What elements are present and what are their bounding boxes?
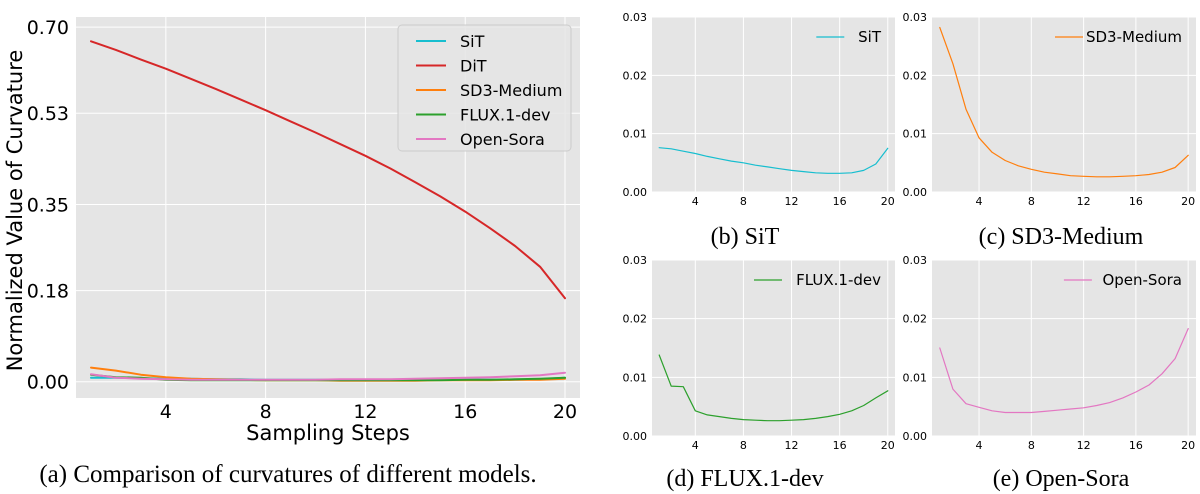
x-tick-label: 20 <box>553 401 577 423</box>
y-tick-label: 0.18 <box>27 280 69 302</box>
y-tick-label: 0.03 <box>623 11 648 24</box>
y-tick-label: 0.01 <box>903 371 928 384</box>
x-tick-label: 4 <box>692 439 699 452</box>
y-tick-label: 0.02 <box>623 313 648 326</box>
figure-caption: (a) Comparison of curvatures of differen… <box>39 461 536 488</box>
y-tick-label: 0.70 <box>27 17 69 39</box>
x-tick-label: 8 <box>260 401 272 423</box>
y-axis-label: Normalized Value of Curvature <box>3 50 27 372</box>
y-tick-label: 0.03 <box>903 254 928 267</box>
x-tick-label: 4 <box>976 195 983 208</box>
legend-label: SD3-Medium <box>460 81 562 100</box>
y-tick-label: 0.53 <box>27 103 69 125</box>
figure-caption: (b) SiT <box>711 224 780 250</box>
y-tick-label: 0.03 <box>903 11 928 24</box>
chart-e: 4 8 12 16 20 0.00 0.01 0.02 0.03 Open-Sora (e) Ope… <box>903 254 1197 492</box>
y-tick-label: 0.00 <box>27 372 69 394</box>
y-tick-label: 0.01 <box>903 128 928 141</box>
x-tick-label: 16 <box>453 401 477 423</box>
y-tick-label: 0.00 <box>623 186 648 199</box>
x-tick-label: 4 <box>160 401 172 423</box>
x-tick-label: 8 <box>1028 195 1035 208</box>
x-tick-label: 12 <box>785 195 799 208</box>
figure-caption: (e) Open-Sora <box>993 466 1130 492</box>
legend-label: FLUX.1-dev <box>460 106 551 125</box>
x-tick-label: 12 <box>1077 195 1091 208</box>
x-tick-label: 4 <box>692 195 699 208</box>
x-tick-label: 16 <box>833 195 847 208</box>
y-tick-label: 0.02 <box>903 69 928 82</box>
chart-b: 4 8 12 16 20 0.00 0.01 0.02 0.03 SiT (b) SiT <box>623 11 896 250</box>
x-tick-label: 20 <box>1181 195 1195 208</box>
y-tick-label: 0.00 <box>903 186 928 199</box>
x-tick-label: 8 <box>1028 439 1035 452</box>
y-tick-label: 0.00 <box>903 430 928 443</box>
x-tick-label: 16 <box>833 439 847 452</box>
y-tick-label: 0.01 <box>623 371 648 384</box>
y-tick-label: 0.35 <box>27 194 69 216</box>
chart-d: 4 8 12 16 20 0.00 0.01 0.02 0.03 FLUX.1-dev (d) FL… <box>623 254 896 492</box>
figure-caption: (c) SD3-Medium <box>979 224 1144 250</box>
legend-label: Open-Sora <box>1102 271 1182 289</box>
x-tick-label: 4 <box>976 439 983 452</box>
x-tick-label: 8 <box>740 439 747 452</box>
y-tick-label: 0.00 <box>623 430 648 443</box>
y-tick-label: 0.02 <box>623 69 648 82</box>
legend-label: SiT <box>460 32 485 51</box>
x-tick-label: 20 <box>1181 439 1195 452</box>
x-tick-label: 20 <box>881 439 895 452</box>
figure-caption: (d) FLUX.1-dev <box>666 466 823 492</box>
x-tick-label: 16 <box>1129 439 1143 452</box>
x-tick-label: 8 <box>740 195 747 208</box>
y-tick-label: 0.01 <box>623 128 648 141</box>
legend-label: FLUX.1-dev <box>796 271 881 289</box>
legend-label: SD3-Medium <box>1086 28 1182 46</box>
legend-label: SiT <box>858 28 882 46</box>
x-tick-label: 20 <box>881 195 895 208</box>
legend-label: Open-Sora <box>460 130 545 149</box>
y-tick-label: 0.03 <box>623 254 648 267</box>
legend-label: DiT <box>460 57 487 76</box>
x-axis-label: Sampling Steps <box>246 421 410 445</box>
x-tick-label: 16 <box>1129 195 1143 208</box>
x-tick-label: 12 <box>785 439 799 452</box>
chart-c: 4 8 12 16 20 0.00 0.01 0.02 0.03 SD3-Medium (c) SD… <box>903 11 1197 250</box>
y-tick-label: 0.02 <box>903 313 928 326</box>
chart-a: 4 8 12 16 20 0.00 0.18 0.35 0.53 0.70 Sampling Ste… <box>3 17 580 488</box>
x-tick-label: 12 <box>353 401 377 423</box>
x-tick-label: 12 <box>1077 439 1091 452</box>
